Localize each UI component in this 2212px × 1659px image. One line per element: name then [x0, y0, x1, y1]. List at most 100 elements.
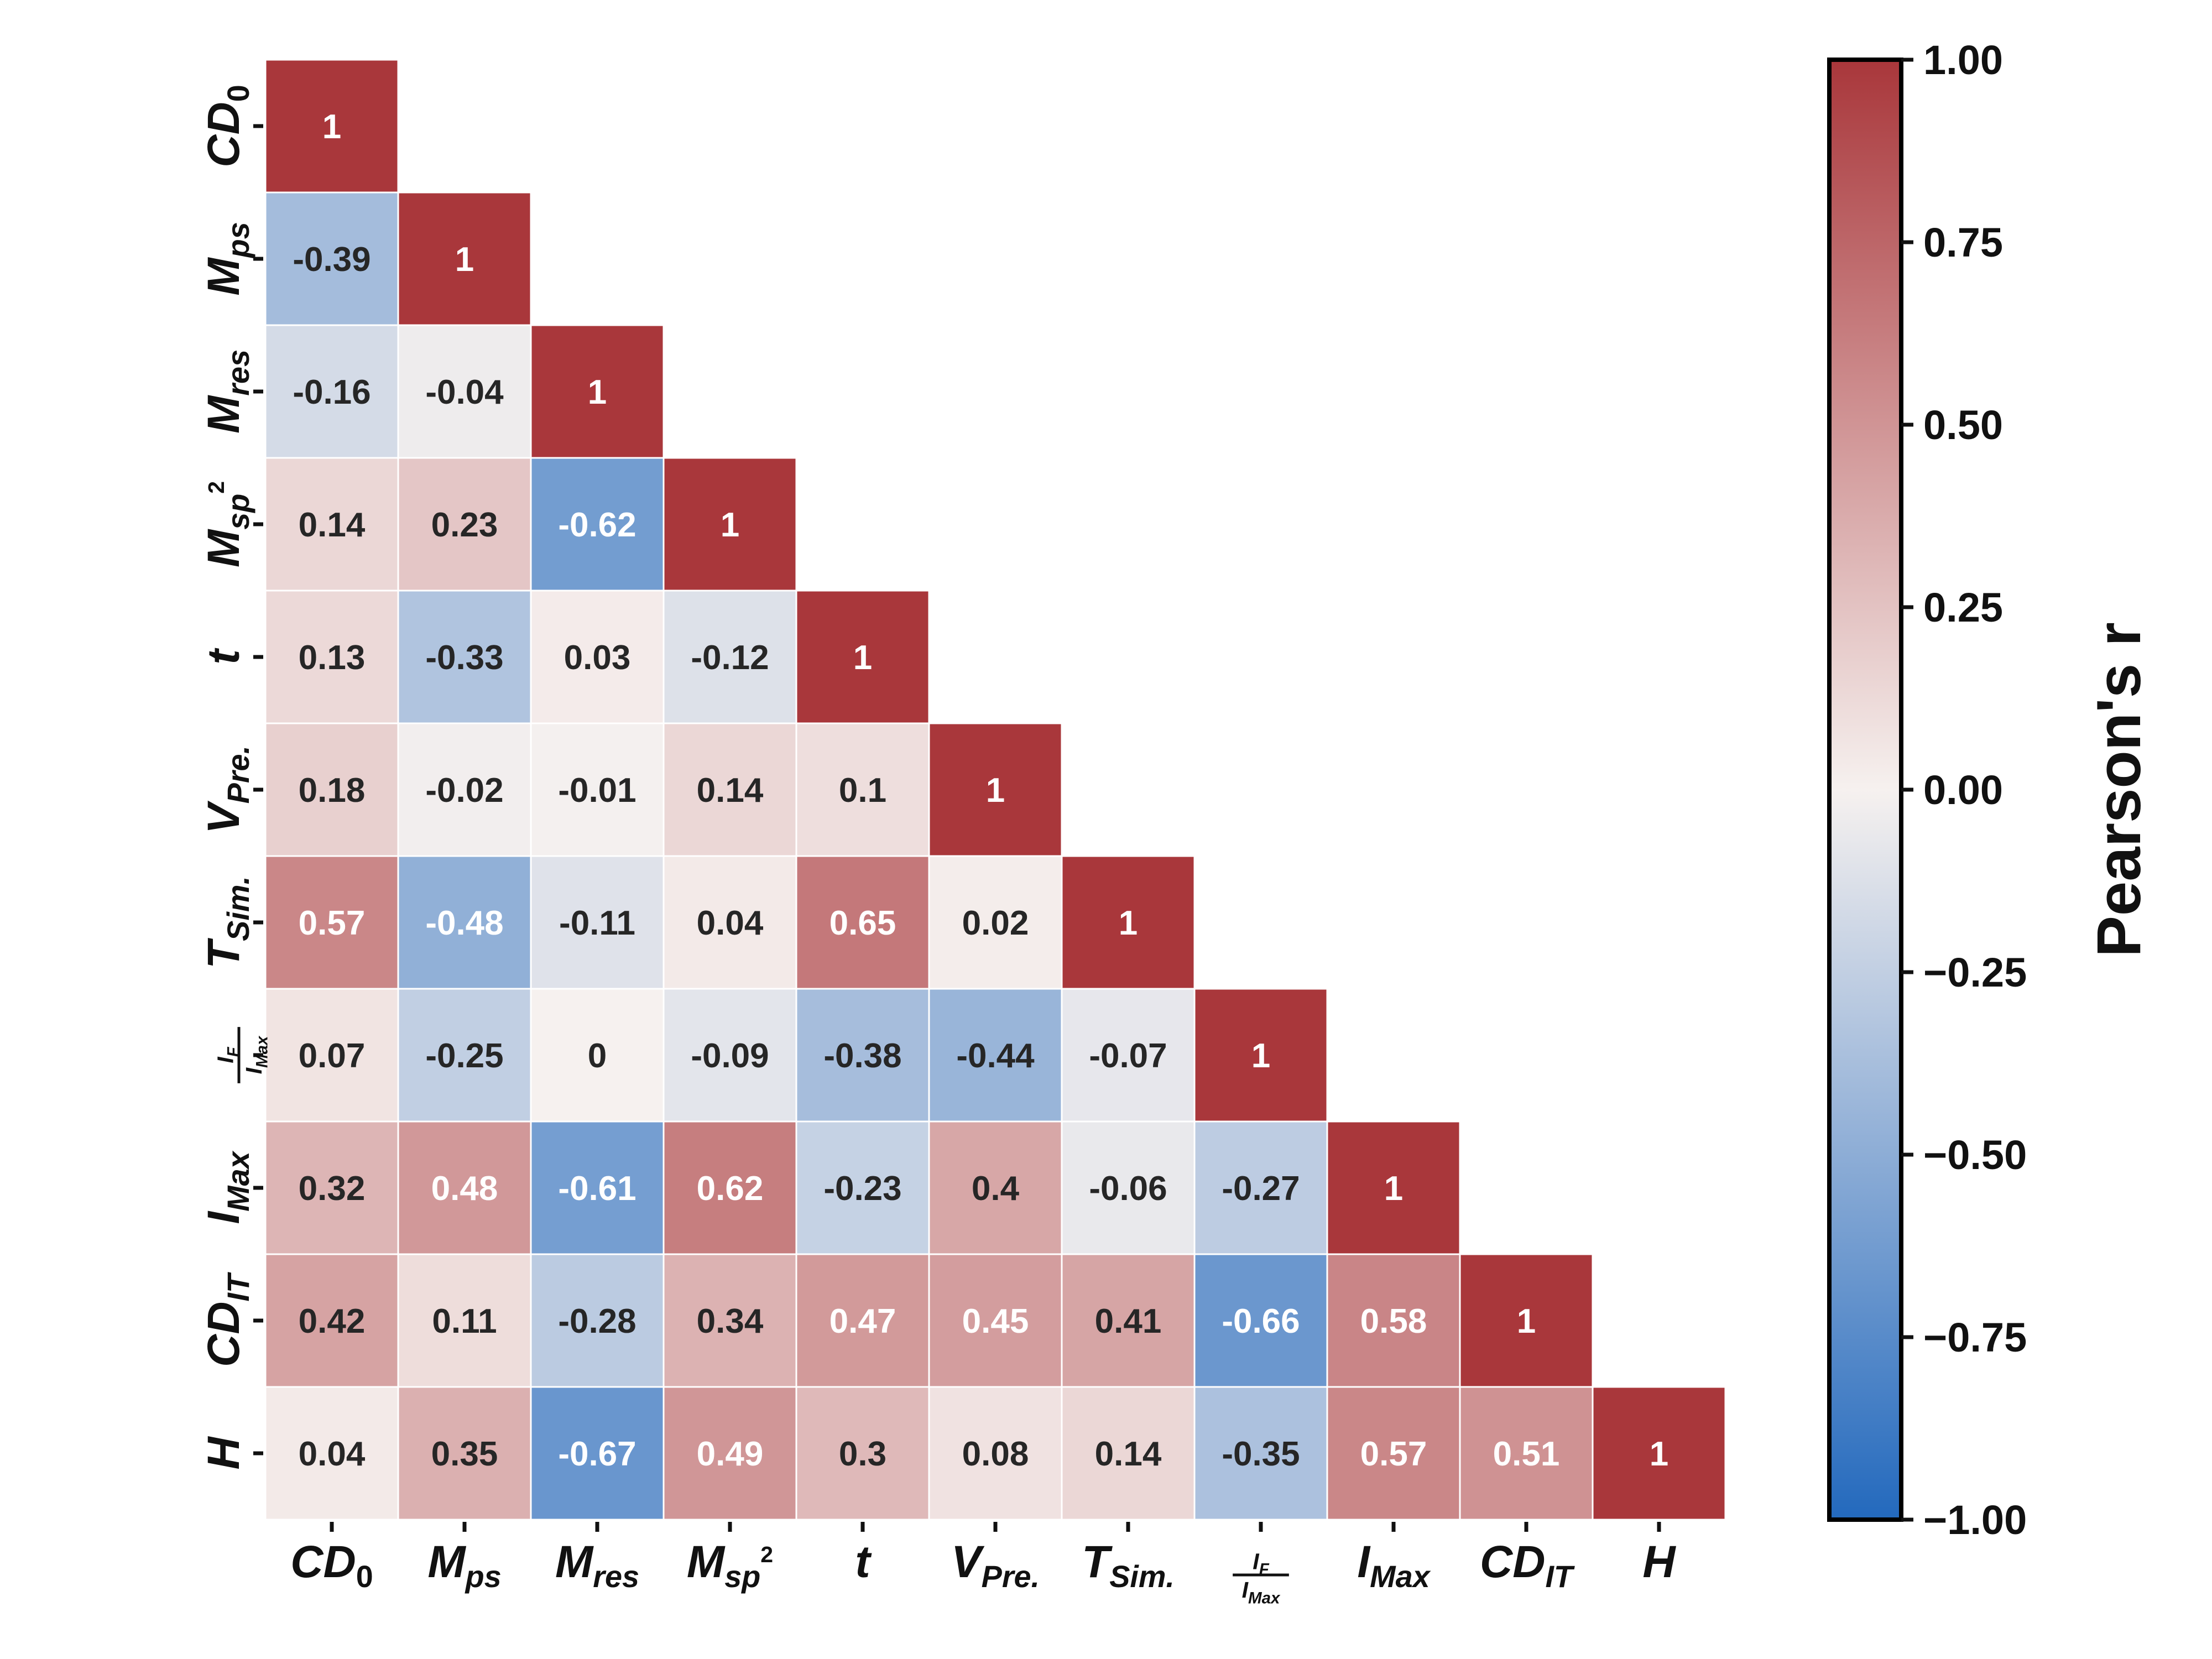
cell-value-label: 0.04 [697, 904, 764, 942]
cell-value-label: -0.02 [425, 771, 503, 810]
heatmap-cell [264, 1253, 399, 1388]
svg-text:H: H [199, 1436, 249, 1470]
cell-value-label: -0.23 [823, 1170, 901, 1208]
heatmap-cell [662, 722, 797, 857]
cell-value-label: -0.35 [1222, 1435, 1300, 1473]
cell-value-label: 0.34 [697, 1302, 764, 1340]
heatmap-cell [397, 324, 532, 459]
heatmap-cell [397, 1386, 532, 1521]
cell-value-label: -0.48 [425, 904, 503, 942]
cell-value-label: -0.44 [956, 1037, 1035, 1075]
cell-value-label: 0.14 [299, 506, 366, 544]
svg-text:TSim.: TSim. [199, 876, 255, 969]
cell-value-label: -0.28 [558, 1302, 636, 1340]
heatmap-cell [264, 191, 399, 326]
heatmap-cell [1592, 1386, 1726, 1521]
colorbar-tick-label: 0.50 [1923, 402, 2003, 448]
cell-value-label: 0.18 [299, 771, 366, 810]
svg-text:VPre.: VPre. [199, 745, 255, 834]
svg-text:Msp2: Msp2 [199, 481, 255, 567]
cell-value-label: 0.35 [431, 1435, 498, 1473]
svg-text:CDIT: CDIT [199, 1272, 255, 1367]
y-tick-label: Msp2 [199, 481, 255, 567]
x-tick-label: Msp2 [687, 1537, 773, 1594]
x-tick-label: H [1642, 1537, 1676, 1587]
cell-value-label: -0.39 [293, 241, 371, 279]
colorbar-tick-label: −0.25 [1923, 950, 2027, 995]
cell-value-label: -0.25 [425, 1037, 503, 1075]
svg-text:CD0: CD0 [199, 85, 255, 167]
cell-value-label: 0.08 [962, 1435, 1029, 1473]
cell-value-label: 1 [853, 639, 872, 677]
y-tick-label: TSim. [199, 876, 255, 969]
cell-value-label: 1 [1517, 1302, 1536, 1340]
heatmap-cell [1326, 1253, 1461, 1388]
heatmap-cell [928, 1386, 1063, 1521]
svg-text:Mps: Mps [199, 222, 255, 295]
heatmap-cell [662, 589, 797, 724]
colorbar-tick-label: 0.00 [1923, 767, 2003, 813]
svg-text:IMax: IMax [1357, 1537, 1431, 1594]
cell-value-label: 0.48 [431, 1170, 498, 1208]
cell-value-label: 0.51 [1493, 1435, 1560, 1473]
heatmap-cell [1193, 988, 1328, 1123]
heatmap-cell [928, 722, 1063, 857]
heatmap-cell [397, 589, 532, 724]
cell-value-label: 1 [1119, 904, 1138, 942]
heatmap-cell [397, 1120, 532, 1255]
heatmap-cell [1459, 1253, 1594, 1388]
heatmap-cell [662, 1386, 797, 1521]
heatmap-cell [662, 1120, 797, 1255]
svg-text:IMax: IMax [1242, 1577, 1281, 1607]
cell-value-label: 1 [1384, 1170, 1403, 1208]
heatmap-cell [530, 589, 665, 724]
cell-value-label: 0.03 [564, 639, 631, 677]
cell-value-label: 0.42 [299, 1302, 366, 1340]
heatmap-cell [264, 988, 399, 1123]
heatmap-cell [928, 1120, 1063, 1255]
cell-value-label: 0.1 [839, 771, 886, 810]
y-tick-label: Mres [199, 349, 255, 434]
heatmap-cell [662, 855, 797, 990]
svg-text:Mps: Mps [427, 1537, 501, 1594]
cell-value-label: -0.09 [691, 1037, 769, 1075]
x-tick-label: Mps [427, 1537, 501, 1594]
y-tick-label: Mps [199, 222, 255, 295]
cell-value-label: 1 [588, 373, 607, 411]
svg-text:CD0: CD0 [290, 1537, 373, 1594]
colorbar: 1.00 0.75 0.50 0.25 0.00 −0.25 −0.50 −0.75 −1.00… [1827, 37, 2153, 1543]
cell-value-label: 0.07 [299, 1037, 366, 1075]
heatmap-cell [530, 324, 665, 459]
y-tick-label: H [199, 1436, 249, 1470]
cell-value-label: 0.11 [432, 1302, 497, 1340]
svg-text:Mres: Mres [199, 349, 255, 434]
colorbar-tick-label: 0.25 [1923, 585, 2003, 630]
cell-value-label: -0.04 [425, 373, 504, 411]
heatmap-cell [530, 988, 665, 1123]
cell-value-label: 0.62 [697, 1170, 764, 1208]
heatmap-cell [1193, 1253, 1328, 1388]
y-tick-label: t [199, 648, 249, 665]
heatmap-cell [264, 1386, 399, 1521]
x-tick-label: t [855, 1537, 872, 1587]
cell-value-label: 0 [588, 1037, 607, 1075]
cell-value-label: 0.58 [1360, 1302, 1427, 1340]
cell-value-label: 0.23 [431, 506, 498, 544]
heatmap-cell [795, 722, 930, 857]
colorbar-gradient [1827, 58, 1903, 1522]
svg-text:Msp2: Msp2 [687, 1537, 773, 1594]
x-tick-label: Mres [555, 1537, 639, 1594]
cell-value-label: -0.61 [558, 1170, 636, 1208]
y-tick-label: CDIT [199, 1272, 255, 1367]
svg-text:CDIT: CDIT [1480, 1537, 1575, 1594]
cell-value-label: 1 [1650, 1435, 1668, 1473]
heatmap-cell [928, 1253, 1063, 1388]
cell-value-label: 0.13 [299, 639, 366, 677]
heatmap-cell [264, 324, 399, 459]
cell-value-label: 1 [986, 771, 1005, 810]
cell-value-label: 0.02 [962, 904, 1029, 942]
cell-value-label: 0.04 [299, 1435, 366, 1473]
cell-value-label: -0.16 [293, 373, 371, 411]
cell-value-label: 0.14 [697, 771, 764, 810]
